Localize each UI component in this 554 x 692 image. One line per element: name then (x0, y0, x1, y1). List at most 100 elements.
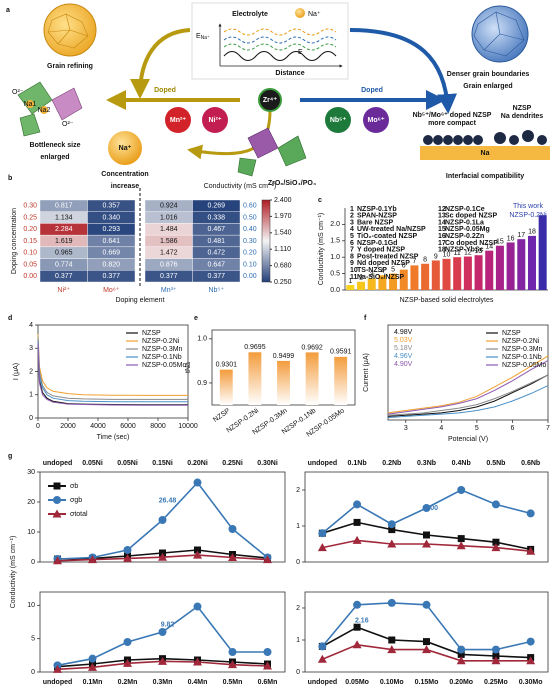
marker (88, 662, 97, 671)
row-label: 0.20 (243, 250, 257, 257)
sphere (423, 135, 433, 145)
bar-number: 7 (412, 258, 416, 265)
marker (387, 645, 397, 654)
y-tick-label: 1 (296, 637, 300, 644)
legend-number: 17 (438, 240, 446, 247)
y-tick-label: 1 (296, 523, 300, 530)
marker (526, 546, 536, 555)
marker (158, 516, 167, 524)
y-tick-label: 1.5 (330, 238, 340, 245)
legend-label: σtotal (70, 511, 88, 518)
legend-label: UW-treated Na/NZSP (357, 226, 426, 233)
bar (431, 260, 440, 290)
x-tick-label: 0.30Ni (257, 460, 278, 467)
marker (352, 535, 362, 544)
y-tick-label: 20 (27, 499, 35, 506)
cell-label: 0.467 (207, 226, 225, 233)
x-tick-label: 0.15Ni (152, 460, 173, 467)
legend-label: Sc doped NZSP (445, 213, 497, 220)
atom-label: Na2 (38, 107, 51, 114)
x-tick-label: 0.4Mn (188, 679, 208, 686)
atom (26, 100, 34, 108)
polyhedron (237, 157, 257, 177)
y-tick-label: 0 (296, 669, 300, 676)
y-tick-label: 0.5 (330, 270, 340, 277)
cell-label: 0.876 (160, 261, 178, 268)
y-tick-label: 1.0 (197, 336, 207, 343)
heatmap-cell (192, 270, 241, 283)
x-tick-label: NZSP (212, 407, 232, 424)
colorbar-label: 2.400 (274, 197, 292, 204)
spheres (423, 130, 547, 145)
bar (277, 360, 290, 405)
marker (491, 543, 501, 552)
y-tick-label: 0.9 (197, 380, 207, 387)
legend-label: NZSP (502, 330, 521, 337)
marker (388, 636, 396, 644)
ion-label: Mo⁶⁺ (367, 117, 384, 124)
x-tick-label: 0.4Nb (452, 460, 471, 467)
row-label: 0.00 (23, 273, 37, 280)
y-tick-label: 5 (31, 636, 35, 643)
row-label: 0.05 (23, 261, 37, 268)
series-line (387, 355, 549, 414)
cell-label: 0.965 (55, 250, 73, 257)
bar (527, 235, 536, 290)
ion-label: Mn²⁺ (170, 117, 186, 124)
marker (423, 638, 430, 646)
colorbar-label: 1.110 (274, 246, 291, 253)
marker (456, 656, 466, 665)
sphere (453, 135, 463, 145)
legend-label: SPAN-NZSP (357, 213, 397, 220)
marker (158, 552, 167, 561)
label: Doped (361, 87, 383, 94)
x-tick-label: 7 (546, 425, 550, 432)
bar-number: 4 (380, 268, 384, 275)
marker (123, 546, 132, 554)
legend-label: NZSP-0.1Yb (357, 206, 397, 213)
y-tick-label: 0 (31, 669, 35, 676)
marker (228, 660, 237, 669)
atom-label: O²⁻ (62, 121, 74, 128)
legend-number: 13 (438, 213, 446, 220)
label: Distance (275, 70, 304, 77)
sphere (433, 135, 443, 145)
legend-label: NZSP-0.1Ce (445, 206, 485, 213)
legend-number: 9 (350, 260, 354, 267)
marker (123, 638, 132, 646)
x-axis-label: Time (sec) (97, 434, 130, 441)
marker (422, 645, 431, 654)
marker (263, 661, 272, 670)
bar (219, 369, 233, 405)
legend-number: 11 (350, 274, 358, 281)
label: Na⁺ (119, 145, 132, 152)
x-tick-label: 0.05Ni (117, 460, 138, 467)
x-tick-label: 3 (404, 425, 408, 432)
cell-label: 0.293 (102, 226, 120, 233)
label: Electrolyte (232, 11, 268, 18)
bar (389, 273, 398, 290)
label: more compact (428, 120, 477, 127)
marker (457, 535, 465, 543)
colorbar-title: Conductivity (mS cm⁻¹) (204, 183, 277, 190)
cell-label: 1.619 (55, 238, 73, 245)
legend-number: 7 (350, 247, 354, 254)
label: ENa⁺ (196, 33, 210, 41)
marker (53, 556, 62, 565)
marker (193, 550, 202, 559)
y-tick-label: 30 (27, 469, 35, 476)
colorbar (261, 199, 271, 283)
polyhedron (247, 127, 279, 159)
x-tick-label: 0.2Mn (118, 679, 138, 686)
ion (202, 107, 228, 133)
bar (399, 269, 408, 290)
x-tick-label: 0.3Nb (417, 460, 436, 467)
colorbar-label: 1.540 (274, 230, 292, 237)
panel-label: d (8, 315, 12, 322)
bar-number: 15 (496, 239, 504, 246)
marker (387, 539, 397, 548)
cell-label: 0.924 (160, 203, 178, 210)
cell-label: 0.481 (207, 238, 225, 245)
bar (378, 275, 387, 290)
cell-label: 0.377 (55, 273, 73, 280)
